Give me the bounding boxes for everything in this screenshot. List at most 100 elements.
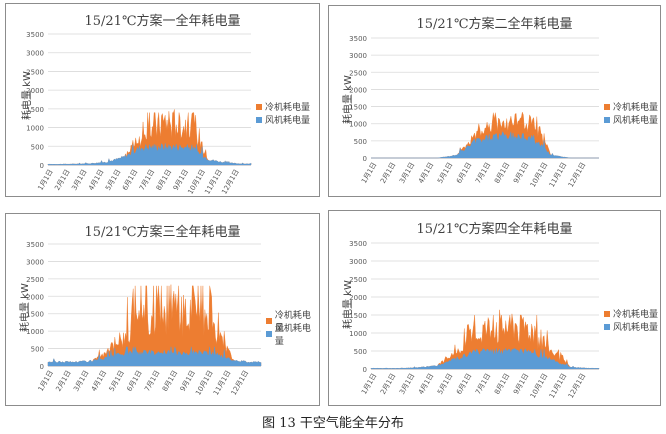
x-tick-label: 6月1日	[455, 372, 473, 396]
x-tick-label: 11月1日	[548, 161, 569, 189]
legend-swatch-fan	[604, 323, 610, 330]
y-axis-label-3: 耗电量 kW	[20, 283, 31, 332]
x-tick-label: 3月1日	[398, 161, 416, 185]
x-tick-label: 12月1日	[567, 372, 588, 400]
legend-label-chiller: 冷机耗电量	[265, 103, 311, 113]
legend-label-fan: 风机耗电量	[613, 116, 659, 126]
y-axis-label-1: 耗电量 kW	[22, 71, 33, 120]
x-tick-label: 1月1日	[36, 168, 54, 192]
y-tick-label: 3500	[26, 241, 44, 249]
series-area-chiller	[47, 284, 262, 367]
x-tick-label: 3月1日	[72, 369, 90, 393]
x-tick-label: 7月1日	[474, 372, 492, 396]
x-tick-label: 6月1日	[455, 161, 473, 185]
legend-item-chiller: 冷机耗电量	[604, 100, 658, 113]
legend-swatch-fan	[604, 116, 610, 123]
x-tick-label: 10月1日	[529, 372, 550, 400]
legend-label-fan: 风机耗电量	[274, 323, 311, 347]
x-tick-label: 3月1日	[70, 168, 88, 192]
legend-item-fan: 风机耗电量	[256, 113, 310, 126]
y-tick-label: 0	[363, 155, 367, 163]
legend-1: 冷机耗电量 风机耗电量	[256, 100, 310, 126]
x-tick-label: 5月1日	[436, 372, 454, 396]
legend-swatch-chiller	[604, 103, 610, 110]
y-tick-label: 1000	[349, 330, 367, 338]
y-tick-label: 0	[40, 363, 44, 371]
legend-item-chiller: 冷机耗电量	[604, 307, 658, 320]
x-tick-label: 4月1日	[90, 369, 108, 393]
y-tick-label: 1500	[26, 311, 44, 319]
legend-swatch-fan	[256, 116, 262, 123]
x-tick-label: 4月1日	[417, 372, 435, 396]
x-tick-label: 5月1日	[108, 369, 126, 393]
legend-item-fan: 风机耗电量	[604, 320, 658, 333]
y-tick-label: 1000	[26, 125, 44, 133]
figure-caption: 图 13 干空气能全年分布	[262, 416, 404, 431]
y-tick-label: 500	[354, 138, 367, 146]
x-tick-label: 4月1日	[87, 168, 105, 192]
x-tick-label: 11月1日	[548, 372, 569, 400]
y-tick-label: 3000	[26, 50, 44, 58]
x-tick-label: 3月1日	[398, 372, 416, 396]
legend-swatch-chiller	[256, 103, 262, 110]
y-axis-label-4: 耗电量 kW	[343, 280, 354, 329]
chart-svg-3: 0 500 1000 1500 2000 2500 3000 3500 1月1日 2月1日 3月1日…	[26, 241, 262, 397]
y-tick-label: 2000	[26, 293, 44, 301]
legend-item-chiller: 冷机耗电量	[266, 311, 319, 334]
y-tick-label: 1500	[349, 312, 367, 320]
legend-item-fan: 风机耗电量	[604, 113, 658, 126]
chart-title-4: 15/21℃方案四全年耗电量	[416, 222, 573, 237]
x-tick-label: 8月1日	[155, 168, 173, 192]
y-tick-label: 2500	[26, 276, 44, 284]
y-tick-label: 3500	[26, 31, 44, 39]
legend-label-chiller: 冷机耗电量	[613, 103, 659, 113]
chart-svg-1: 0 500 1000 1500 2000 2500 3000 3500 1月1日2月1日3月1日…	[26, 31, 252, 196]
legend-2: 冷机耗电量 风机耗电量	[604, 100, 658, 126]
legend-label-fan: 风机耗电量	[613, 323, 659, 333]
x-tick-label: 7月1日	[474, 161, 492, 185]
chart-panel-4: 15/21℃方案四全年耗电量 0 500 1000 1500 2000 2500 3000 3…	[328, 210, 661, 406]
y-tick-label: 1000	[26, 328, 44, 336]
x-tick-label: 9月1日	[512, 372, 530, 396]
y-axis-label-2: 耗电量 kW	[343, 75, 354, 124]
x-tick-label: 12月1日	[230, 369, 251, 397]
x-tick-label: 1月1日	[360, 372, 378, 396]
y-tick-label: 0	[40, 162, 44, 170]
y-tick-label: 1500	[349, 104, 367, 112]
y-tick-label: 3500	[349, 240, 367, 248]
legend-item-fan: 风机耗电量	[266, 324, 319, 347]
y-tick-label: 2500	[349, 276, 367, 284]
x-tick-label: 5月1日	[436, 161, 454, 185]
legend-swatch-fan	[266, 330, 272, 337]
x-tick-label: 5月1日	[104, 168, 122, 192]
x-tick-label: 1月1日	[360, 161, 378, 185]
y-tick-label: 3500	[349, 35, 367, 43]
legend-label-chiller: 冷机耗电量	[274, 310, 311, 334]
legend-label-chiller: 冷机耗电量	[613, 310, 659, 320]
chart-title-3: 15/21℃方案三全年耗电量	[84, 225, 241, 240]
y-tick-label: 2000	[349, 86, 367, 94]
y-tick-label: 3000	[349, 258, 367, 266]
y-tick-label: 2500	[349, 69, 367, 77]
legend-label-fan: 风机耗电量	[265, 116, 311, 126]
series-area-fan	[370, 347, 600, 370]
series-area-fan	[47, 143, 252, 166]
y-tick-label: 3000	[349, 52, 367, 60]
x-tick-label: 6月1日	[121, 168, 139, 192]
x-tick-label: 6月1日	[125, 369, 143, 393]
series-area-fan	[371, 131, 599, 159]
y-tick-label: 0	[363, 366, 367, 374]
x-tick-label: 7月1日	[138, 168, 156, 192]
legend-swatch-chiller	[604, 310, 610, 317]
y-tick-label: 2000	[349, 294, 367, 302]
chart-title-2: 15/21℃方案二全年耗电量	[416, 17, 573, 32]
x-tick-label: 8月1日	[493, 372, 511, 396]
x-tick-label: 2月1日	[53, 168, 71, 192]
y-tick-label: 1000	[349, 121, 367, 129]
chart-svg-4: 0 500 1000 1500 2000 2500 3000 3500 1月1日 2月1日 3月1日…	[349, 240, 600, 400]
x-tick-label: 8月1日	[493, 161, 511, 185]
chart-panel-1: 15/21℃方案一全年耗电量 0 500 1000 1500 2000 2500 3000 3…	[5, 3, 320, 197]
x-tick-label: 4月1日	[417, 161, 435, 185]
y-tick-label: 500	[31, 346, 44, 354]
x-tick-label: 8月1日	[161, 369, 179, 393]
